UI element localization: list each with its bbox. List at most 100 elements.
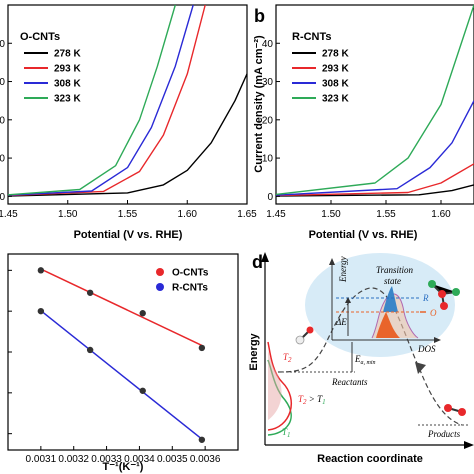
c-point-0-3 [198,344,206,352]
c-legend-label-0: O-CNTs [172,268,209,279]
panel-d-letter: d [252,252,263,272]
t2-t: T [283,352,289,362]
a-x-tick-label-1: 1.50 [58,209,78,220]
b-x-tick-label-0: 1.45 [266,209,286,220]
b-legend-label-0: 278 K [322,49,349,60]
ea-min-sub: a, min [361,360,376,366]
panel-c-y-ticks [8,269,12,435]
rel-t2-sub: 2 [303,398,307,406]
a-x-tick-label-3: 1.60 [178,209,198,220]
a-series-line-3 [7,4,176,196]
c-x-tick-label-0: 0.0031 [26,454,57,465]
ea-min-e: E [354,354,361,364]
c-fit-line-0 [40,268,203,347]
panel-b: b 1.45 1.50 1.55 1.60 0 10 20 30 40 R-CNTs 278 … [253,4,474,241]
c-legend-marker-0 [156,268,164,276]
panel-a-series [7,4,248,197]
t2-distribution [267,341,293,431]
c-point-1-2 [139,387,146,394]
a-y-tick-label-4: 40 [0,39,5,50]
panel-b-y-ticks: 0 10 20 30 40 [262,39,280,203]
rel-gt: > T [307,394,324,404]
transition-bubble [305,253,455,357]
reaction-path-arrow [415,362,426,374]
dos-blue-fill [383,286,398,312]
b-y-tick-label-1: 10 [262,154,274,165]
a-legend-label-1: 293 K [54,64,81,75]
reaction-path-curve [277,287,463,426]
panel-c-x-ticks: 0.0031 0.0032 0.0033 0.0034 0.0035 0.0036 [26,446,221,465]
a-legend-label-2: 308 K [54,79,81,90]
b-series-line-3 [275,4,474,196]
a-legend-label-3: 323 K [54,94,81,105]
panel-d-y-label: Energy [248,332,260,370]
inset-dos-label: DOS [417,344,436,354]
b-legend-label-1: 293 K [322,64,349,75]
b-y-tick-label-2: 20 [262,115,274,126]
b-x-tick-label-2: 1.55 [376,209,396,220]
a-y-tick-label-1: 10 [0,154,5,165]
b-x-tick-label-3: 1.60 [431,209,451,220]
a-series-line-2 [7,4,194,196]
b-series-line-1 [275,163,474,197]
a-x-tick-label-0: 1.45 [0,209,18,220]
panel-b-series [275,4,474,197]
panel-a-legend: 278 K 293 K 308 K 323 K [24,49,81,105]
b-series-line-0 [275,184,474,197]
t-relation-label: T2 > T1 [298,394,326,406]
c-x-tick-label-4: 0.0035 [157,454,188,465]
o-label: O [430,308,437,318]
c-point-0-1 [86,289,94,296]
t1-label: T1 [282,427,291,439]
reactants-label: Reactants [331,377,368,387]
c-x-tick-label-2: 0.0033 [91,454,122,465]
panel-c-fit-lines [40,268,203,440]
b-series-line-2 [275,100,474,196]
b-y-tick-label-0: 0 [267,192,273,203]
panel-c-x-label: T⁻¹(K⁻¹) [103,461,144,473]
panel-d-x-label: Reaction coordinate [317,453,423,465]
delta-e-arrow-head [345,297,351,303]
product-molecule-icon [444,404,466,416]
panel-a-y-ticks: 0 10 20 30 40 [0,39,12,203]
panel-c-legend: O-CNTs R-CNTs [156,268,209,294]
c-point-0-0 [37,267,45,274]
c-x-tick-label-3: 0.0034 [124,454,155,465]
a-x-tick-label-4: 1.65 [237,209,257,220]
transition-label-2: state [384,276,401,286]
products-label: Products [427,429,461,439]
b-x-tick-label-1: 1.50 [321,209,341,220]
panel-d: d Energy Reaction coordinate Reactants P… [248,252,474,465]
c-point-1-0 [37,307,45,315]
a-y-tick-label-3: 30 [0,77,5,88]
delta-e-label: ΔE [335,317,347,327]
panel-b-legend: 278 K 293 K 308 K 323 K [292,49,349,105]
panel-a-x-label: Potential (V vs. RHE) [74,229,183,241]
panel-d-x-arrow [464,441,474,449]
t2-area [268,350,282,420]
ea-min-label: Ea, min [354,354,376,366]
panel-c: 0.0031 0.0032 0.0033 0.0034 0.0035 0.0036 O-C… [7,253,239,473]
rel-t2: T [298,394,304,404]
t1-sub: 1 [287,431,291,439]
a-series-line-0 [7,73,248,197]
inset-dos-arrow [434,337,441,343]
panel-a-title: O-CNTs [20,31,60,43]
t1-t: T [282,427,288,437]
r-label: R [422,293,429,303]
b-y-tick-label-3: 30 [262,77,274,88]
c-fit-line-1 [40,310,203,440]
a-y-tick-label-0: 0 [0,192,5,203]
panel-b-y-label: Current density (mA cm⁻²) [253,35,265,173]
panel-b-frame [275,4,474,205]
c-x-tick-label-1: 0.0032 [58,454,89,465]
panel-b-x-ticks: 1.45 1.50 1.55 1.60 [266,200,451,220]
t2-sub: 2 [288,356,292,364]
b-y-tick-label-4: 40 [262,39,274,50]
t2-label: T2 [283,352,292,364]
dos-orange-fill [376,312,400,338]
panel-a: 1.45 1.50 1.55 1.60 1.65 0 10 20 30 40 O-CNTs 27… [0,4,257,241]
inset-energy-arrow [329,258,335,265]
panel-b-letter: b [254,6,265,26]
